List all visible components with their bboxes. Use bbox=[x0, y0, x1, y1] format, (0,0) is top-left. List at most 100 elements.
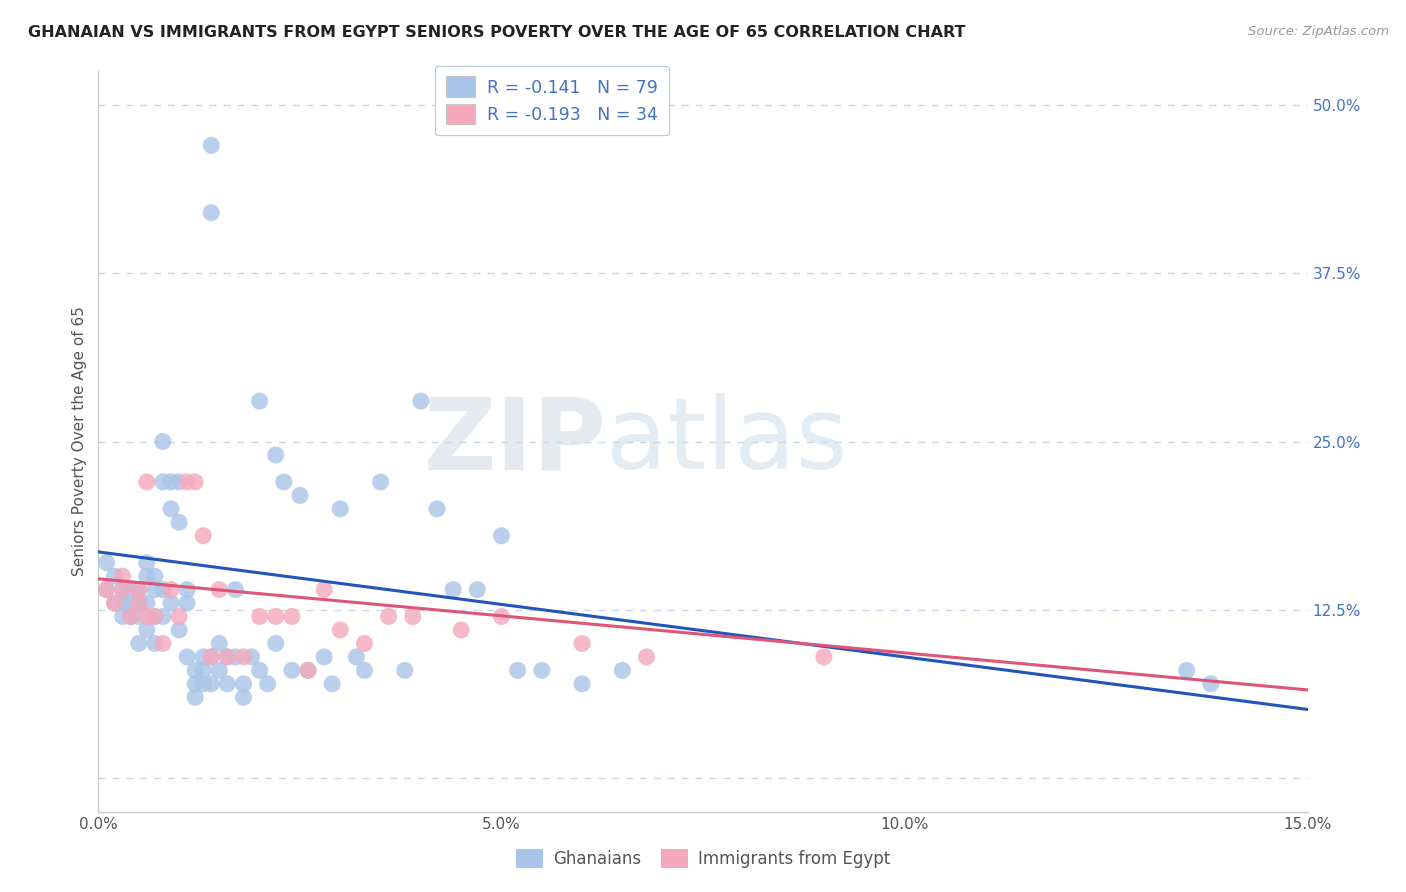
Point bbox=[217, 677, 239, 691]
Point bbox=[530, 664, 553, 678]
Text: GHANAIAN VS IMMIGRANTS FROM EGYPT SENIORS POVERTY OVER THE AGE OF 65 CORRELATION: GHANAIAN VS IMMIGRANTS FROM EGYPT SENIOR… bbox=[28, 25, 966, 40]
Point bbox=[96, 556, 118, 570]
Point bbox=[111, 582, 134, 597]
Point bbox=[167, 623, 190, 637]
Point bbox=[200, 138, 222, 153]
Point bbox=[314, 649, 336, 664]
Legend: Ghanaians, Immigrants from Egypt: Ghanaians, Immigrants from Egypt bbox=[509, 842, 897, 875]
Point bbox=[135, 609, 157, 624]
Point bbox=[232, 677, 254, 691]
Point bbox=[571, 636, 593, 650]
Point bbox=[217, 649, 239, 664]
Point bbox=[152, 636, 174, 650]
Point bbox=[193, 664, 215, 678]
Point bbox=[184, 677, 207, 691]
Point bbox=[370, 475, 392, 489]
Point bbox=[394, 664, 416, 678]
Point bbox=[217, 649, 239, 664]
Point bbox=[353, 636, 375, 650]
Text: atlas: atlas bbox=[606, 393, 848, 490]
Point bbox=[297, 664, 319, 678]
Point bbox=[160, 582, 183, 597]
Point bbox=[200, 649, 222, 664]
Point bbox=[184, 475, 207, 489]
Point bbox=[128, 596, 150, 610]
Point bbox=[249, 609, 271, 624]
Point bbox=[344, 649, 367, 664]
Point bbox=[249, 664, 271, 678]
Point bbox=[240, 649, 263, 664]
Point bbox=[409, 394, 432, 409]
Point bbox=[208, 582, 231, 597]
Legend: R = -0.141   N = 79, R = -0.193   N = 34: R = -0.141 N = 79, R = -0.193 N = 34 bbox=[434, 66, 669, 136]
Point bbox=[120, 582, 142, 597]
Point bbox=[249, 394, 271, 409]
Point bbox=[491, 609, 513, 624]
Point bbox=[264, 636, 287, 650]
Point bbox=[281, 664, 304, 678]
Point bbox=[103, 596, 125, 610]
Point bbox=[256, 677, 278, 691]
Point bbox=[103, 569, 125, 583]
Point bbox=[167, 516, 190, 530]
Point bbox=[143, 609, 166, 624]
Point bbox=[321, 677, 343, 691]
Point bbox=[120, 596, 142, 610]
Text: Source: ZipAtlas.com: Source: ZipAtlas.com bbox=[1249, 25, 1389, 38]
Point bbox=[176, 649, 198, 664]
Point bbox=[160, 596, 183, 610]
Point bbox=[111, 609, 134, 624]
Point bbox=[96, 582, 118, 597]
Point bbox=[402, 609, 425, 624]
Point bbox=[288, 488, 311, 502]
Point bbox=[167, 609, 190, 624]
Point bbox=[426, 501, 449, 516]
Point bbox=[1175, 664, 1198, 678]
Point bbox=[176, 475, 198, 489]
Point bbox=[314, 582, 336, 597]
Point bbox=[128, 609, 150, 624]
Point bbox=[377, 609, 399, 624]
Point bbox=[200, 205, 222, 219]
Point bbox=[152, 582, 174, 597]
Point bbox=[353, 664, 375, 678]
Point bbox=[1199, 677, 1222, 691]
Point bbox=[224, 649, 246, 664]
Point bbox=[184, 664, 207, 678]
Point bbox=[329, 623, 352, 637]
Point bbox=[612, 664, 634, 678]
Point bbox=[120, 609, 142, 624]
Point bbox=[128, 582, 150, 597]
Point bbox=[281, 609, 304, 624]
Point bbox=[152, 475, 174, 489]
Y-axis label: Seniors Poverty Over the Age of 65: Seniors Poverty Over the Age of 65 bbox=[72, 307, 87, 576]
Point bbox=[193, 677, 215, 691]
Point bbox=[208, 636, 231, 650]
Point bbox=[128, 582, 150, 597]
Point bbox=[506, 664, 529, 678]
Point bbox=[128, 596, 150, 610]
Point bbox=[160, 501, 183, 516]
Point bbox=[465, 582, 488, 597]
Point bbox=[135, 596, 157, 610]
Point bbox=[571, 677, 593, 691]
Point bbox=[193, 649, 215, 664]
Point bbox=[813, 649, 835, 664]
Point bbox=[135, 569, 157, 583]
Point bbox=[184, 690, 207, 705]
Point bbox=[152, 434, 174, 449]
Point bbox=[143, 582, 166, 597]
Point bbox=[224, 582, 246, 597]
Point bbox=[103, 596, 125, 610]
Point bbox=[491, 529, 513, 543]
Text: ZIP: ZIP bbox=[423, 393, 606, 490]
Point bbox=[264, 448, 287, 462]
Point bbox=[120, 609, 142, 624]
Point bbox=[96, 582, 118, 597]
Point bbox=[264, 609, 287, 624]
Point bbox=[135, 556, 157, 570]
Point bbox=[176, 582, 198, 597]
Point bbox=[167, 475, 190, 489]
Point bbox=[441, 582, 464, 597]
Point bbox=[143, 636, 166, 650]
